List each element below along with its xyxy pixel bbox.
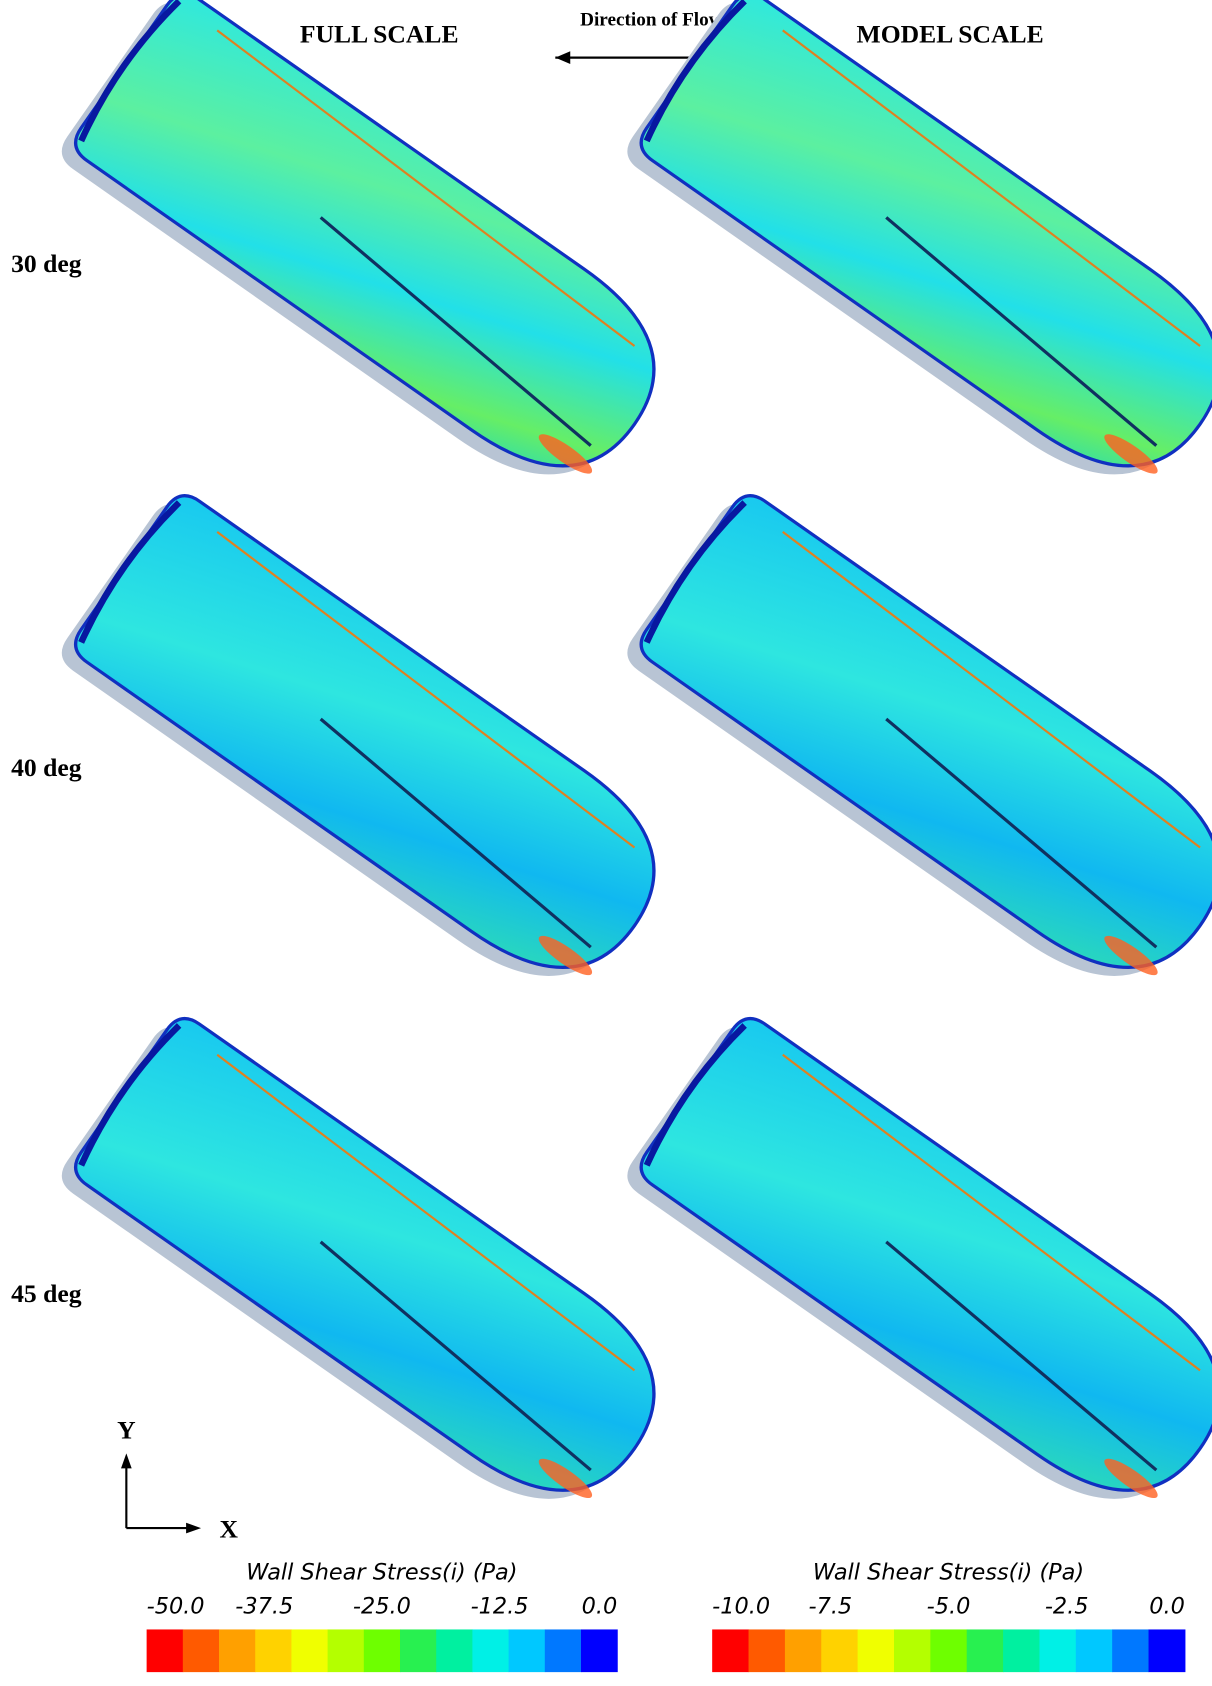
legend-tick-label: -37.5 <box>235 1593 293 1619</box>
legend-tick-label: -10.0 <box>712 1593 770 1619</box>
legend-swatch <box>712 1629 749 1672</box>
legend-swatch <box>328 1629 365 1672</box>
hull <box>619 0 1212 517</box>
legend-swatch <box>183 1629 220 1672</box>
legend-tick-label: -2.5 <box>1045 1593 1089 1619</box>
legend-tick-label: -5.0 <box>927 1593 971 1619</box>
legend-swatch <box>472 1629 509 1672</box>
hull <box>54 484 691 1018</box>
column-title: MODEL SCALE <box>857 20 1044 49</box>
legend-swatch <box>545 1629 582 1672</box>
legend-swatch <box>785 1629 822 1672</box>
figure: FULL SCALE Direction of Flow MODEL SCALE… <box>0 0 1212 1686</box>
legend-swatch <box>364 1629 401 1672</box>
legend-tick-label: 0.0 <box>1149 1593 1185 1619</box>
hull <box>54 0 691 517</box>
legend-title: Wall Shear Stress(i) (Pa) <box>813 1559 1084 1585</box>
legend-swatch <box>1112 1629 1149 1672</box>
legend-swatch <box>219 1629 256 1672</box>
axis-label: Y <box>117 1415 136 1444</box>
legend-swatch <box>1076 1629 1113 1672</box>
hull-surface <box>633 0 1212 505</box>
legend-tick-label: 0.0 <box>582 1593 618 1619</box>
legend-swatch <box>400 1629 437 1672</box>
hull-images <box>54 0 1212 1541</box>
legend-tick-label: -50.0 <box>147 1593 205 1619</box>
legend-swatch <box>581 1629 618 1672</box>
hull-surface <box>633 488 1212 1006</box>
hull-surface <box>68 488 691 1006</box>
legend-tick-label: -12.5 <box>471 1593 529 1619</box>
legend-swatch <box>1149 1629 1186 1672</box>
legend-swatch <box>1039 1629 1076 1672</box>
axis-label: X <box>220 1515 239 1544</box>
hull <box>619 484 1212 1018</box>
hull <box>619 1007 1212 1541</box>
column-title: FULL SCALE <box>300 20 459 49</box>
legend-swatch <box>967 1629 1004 1672</box>
row-label: 30 deg <box>11 249 82 278</box>
hull-surface <box>633 1011 1212 1529</box>
legend-swatch <box>147 1629 184 1672</box>
legend-swatch <box>509 1629 546 1672</box>
hull-surface <box>68 1011 691 1529</box>
legend-swatch <box>858 1629 895 1672</box>
legend-swatch <box>291 1629 328 1672</box>
row-label: 45 deg <box>11 1279 82 1308</box>
legend-swatch <box>436 1629 473 1672</box>
hull <box>54 1007 691 1541</box>
flow-label: Direction of Flow <box>580 10 723 31</box>
row-label: 40 deg <box>11 753 82 782</box>
legend-tick-label: -25.0 <box>353 1593 411 1619</box>
legend-swatch <box>894 1629 931 1672</box>
legend-swatch <box>255 1629 292 1672</box>
legend-tick-label: -7.5 <box>809 1593 853 1619</box>
legend-swatch <box>930 1629 967 1672</box>
legend-title: Wall Shear Stress(i) (Pa) <box>246 1559 517 1585</box>
legend-swatch <box>1003 1629 1040 1672</box>
page: {"header": {"left_title": "FULL SCALE", … <box>0 0 1212 1686</box>
legend-swatch <box>821 1629 858 1672</box>
flow-arrowhead <box>555 51 570 64</box>
legend-swatch <box>749 1629 786 1672</box>
x-arrowhead <box>186 1523 201 1534</box>
hull-surface <box>68 0 691 505</box>
y-arrowhead <box>121 1453 132 1468</box>
